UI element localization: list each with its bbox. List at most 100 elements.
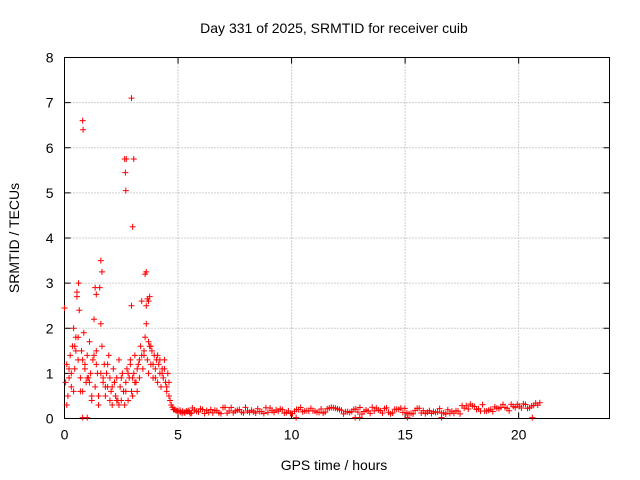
data-point [147, 343, 154, 350]
data-point [442, 410, 449, 417]
data-point [489, 408, 496, 415]
data-point [135, 361, 142, 368]
data-point [146, 293, 153, 300]
data-point [66, 374, 73, 381]
data-point [139, 365, 146, 372]
data-point [136, 374, 143, 381]
data-point [338, 407, 345, 414]
data-point [122, 187, 129, 194]
data-point [117, 383, 124, 390]
data-point [75, 280, 82, 287]
data-point [142, 334, 149, 341]
data-point [222, 404, 229, 411]
data-point [177, 407, 184, 414]
data-point [98, 343, 105, 350]
data-point [463, 402, 470, 409]
data-point [80, 126, 87, 133]
data-point [75, 334, 82, 341]
data-point [130, 370, 137, 377]
data-point [64, 392, 71, 399]
data-point [93, 291, 100, 298]
data-point [84, 352, 91, 359]
data-point [93, 361, 100, 368]
data-point [97, 320, 104, 327]
data-point [79, 356, 86, 363]
data-point [318, 405, 325, 412]
data-point [61, 304, 68, 311]
data-point [465, 405, 472, 412]
x-axis-label: GPS time / hours [281, 457, 388, 473]
data-point [479, 401, 486, 408]
y-tick-label: 8 [46, 50, 54, 66]
y-tick-label: 6 [46, 140, 54, 156]
data-point [122, 169, 129, 176]
data-point [187, 410, 194, 417]
x-tick-label: 10 [284, 427, 300, 443]
data-point [73, 289, 80, 296]
data-point [123, 365, 130, 372]
data-point [404, 414, 411, 421]
data-point [125, 397, 132, 404]
data-point [152, 374, 159, 381]
data-point [68, 383, 75, 390]
data-point [71, 365, 78, 372]
data-point [110, 365, 117, 372]
data-point [163, 383, 170, 390]
data-point [140, 347, 147, 354]
data-point [136, 356, 143, 363]
x-tick-label: 0 [61, 427, 69, 443]
data-point [471, 403, 478, 410]
data-point [109, 401, 116, 408]
data-point [123, 156, 130, 163]
data-point [438, 414, 445, 421]
data-point [91, 316, 98, 323]
data-point [512, 404, 519, 411]
data-point [129, 392, 136, 399]
data-point [108, 388, 115, 395]
data-point [436, 405, 443, 412]
data-point [367, 410, 374, 417]
data-point [70, 388, 77, 395]
data-point [536, 399, 543, 406]
data-point [167, 397, 174, 404]
data-point [152, 365, 159, 372]
data-point [159, 370, 166, 377]
data-point [506, 407, 513, 414]
data-point [98, 268, 105, 275]
data-point [529, 414, 536, 421]
data-point [127, 361, 134, 368]
data-point [129, 223, 136, 230]
data-point [105, 352, 112, 359]
data-point [148, 347, 155, 354]
data-point [122, 379, 129, 386]
data-point [195, 409, 202, 416]
data-point [161, 365, 168, 372]
data-point [150, 361, 157, 368]
data-point [121, 401, 128, 408]
data-point [70, 325, 77, 332]
y-tick-label: 1 [46, 365, 54, 381]
chart-title: Day 331 of 2025, SRMTID for receiver cui… [200, 20, 468, 36]
data-point [100, 374, 107, 381]
data-point [86, 338, 93, 345]
data-point [77, 374, 84, 381]
y-tick-label: 2 [46, 320, 54, 336]
data-point [145, 370, 152, 377]
data-point [89, 356, 96, 363]
data-point [165, 392, 172, 399]
data-point [242, 404, 249, 411]
data-point [120, 388, 127, 395]
data-point [134, 388, 141, 395]
y-tick-label: 4 [46, 230, 54, 246]
data-point [77, 388, 84, 395]
data-point [92, 284, 99, 291]
data-point [109, 383, 116, 390]
data-point [279, 406, 286, 413]
data-point [240, 409, 247, 416]
data-point [416, 405, 423, 412]
data-point [72, 347, 79, 354]
data-point [128, 388, 135, 395]
data-point [63, 361, 70, 368]
y-tick-label: 7 [46, 95, 54, 111]
data-point [160, 374, 167, 381]
